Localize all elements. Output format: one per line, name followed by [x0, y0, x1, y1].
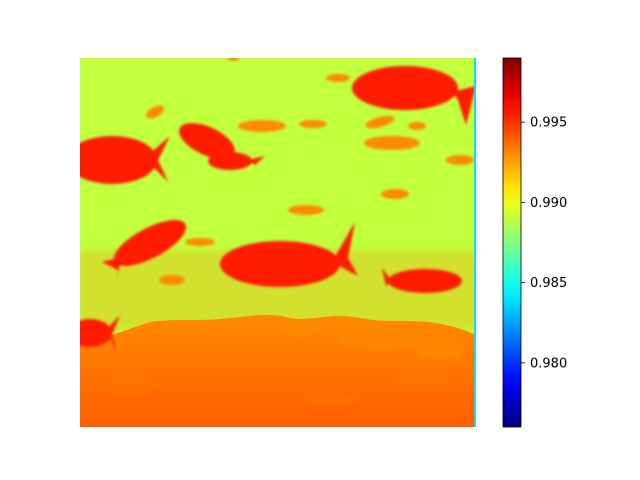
fish-left-top: [179, 123, 265, 170]
fish-large-top-right: [352, 66, 476, 125]
fish-large-left: [80, 136, 170, 184]
colorbar-ticks: 0.980 0.985 0.990 0.995: [521, 116, 567, 371]
fish-bottom-left: [80, 315, 120, 352]
fish-small-group: [145, 58, 474, 285]
fish-center-right: [382, 268, 462, 293]
colorbar-tick-label: 0.985: [530, 276, 567, 291]
seabed-texture: [100, 324, 465, 406]
fish-large-center: [220, 222, 358, 287]
colorbar-tick-label: 0.980: [530, 356, 567, 371]
colorbar-tick-label: 0.990: [530, 196, 567, 211]
right-edge-strip: [474, 58, 476, 427]
seabed-region: [80, 314, 476, 427]
colorbar-tick-label: 0.995: [530, 116, 567, 131]
colorbar-gradient: [503, 58, 521, 427]
fish-center-left: [102, 220, 187, 280]
colorbar-frame: [502, 57, 522, 428]
heatmap-image: [80, 58, 476, 427]
colorbar: 0.980 0.985 0.990 0.995: [502, 57, 567, 428]
